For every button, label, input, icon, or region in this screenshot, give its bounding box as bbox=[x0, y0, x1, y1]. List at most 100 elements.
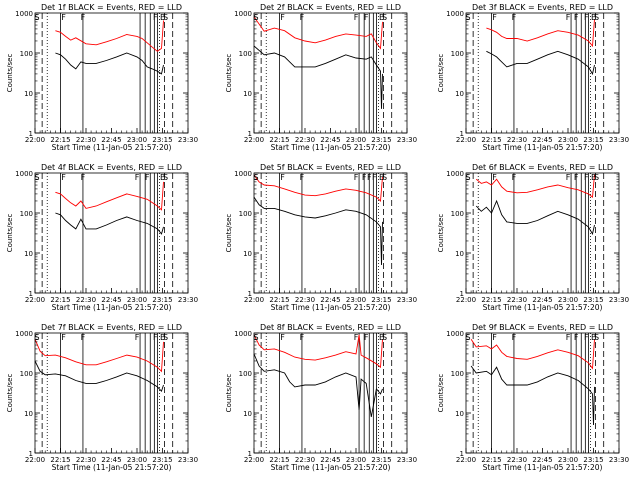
y-tick-label: 10 bbox=[455, 410, 464, 418]
flag-label: F bbox=[135, 333, 140, 342]
series-lld-line bbox=[253, 334, 383, 369]
x-tick-label: 22:15 bbox=[269, 296, 289, 304]
flag-label: S bbox=[466, 173, 471, 182]
flag-label: F bbox=[300, 333, 305, 342]
flag-label: F bbox=[364, 333, 369, 342]
x-tick-label: 22:15 bbox=[50, 136, 70, 144]
flag-label: F bbox=[574, 13, 579, 22]
series-events-line bbox=[470, 365, 595, 426]
x-tick-label: 23:15 bbox=[152, 456, 172, 464]
flag-label: S bbox=[466, 333, 471, 342]
x-tick-label: 22:45 bbox=[101, 136, 121, 144]
y-tick-label: 1 bbox=[248, 290, 252, 298]
x-axis-label: Start Time (11-Jan-05 21:57:20) bbox=[271, 463, 391, 472]
panel-title: Det 6f BLACK = Events, RED = LLD bbox=[472, 163, 613, 172]
y-tick-label: 100 bbox=[451, 210, 464, 218]
plot-frame bbox=[253, 332, 408, 454]
y-tick-label: 100 bbox=[239, 210, 252, 218]
x-tick-label: 23:30 bbox=[397, 456, 417, 464]
flag-label: E bbox=[591, 13, 596, 22]
y-tick-label: 10 bbox=[24, 250, 33, 258]
plot-frame bbox=[465, 12, 620, 134]
x-tick-label: 22:30 bbox=[76, 296, 96, 304]
flag-label: F bbox=[280, 173, 285, 182]
flag-label: F bbox=[81, 173, 86, 182]
x-tick-label: 22:15 bbox=[481, 456, 501, 464]
flag-label: F bbox=[372, 173, 377, 182]
flag-label: F bbox=[566, 333, 571, 342]
x-tick-label: 23:00 bbox=[346, 456, 366, 464]
flag-label: S bbox=[466, 13, 471, 22]
x-tick-label: 22:30 bbox=[76, 136, 96, 144]
y-tick-label: 10 bbox=[243, 250, 252, 258]
panel-title: Det 1f BLACK = Events, RED = LLD bbox=[41, 3, 182, 12]
flag-label: F bbox=[280, 13, 285, 22]
x-tick-label: 23:00 bbox=[558, 456, 578, 464]
plot-frame bbox=[465, 172, 620, 294]
x-tick-label: 23:15 bbox=[371, 136, 391, 144]
y-tick-label: 1000 bbox=[15, 170, 33, 178]
flag-label: S bbox=[163, 173, 168, 182]
x-tick-label: 22:30 bbox=[295, 456, 315, 464]
x-axis-label: Start Time (11-Jan-05 21:57:20) bbox=[483, 303, 603, 312]
x-tick-label: 23:30 bbox=[397, 136, 417, 144]
y-tick-label: 100 bbox=[20, 50, 33, 58]
x-tick-label: 22:15 bbox=[50, 296, 70, 304]
x-tick-label: 22:15 bbox=[269, 136, 289, 144]
flag-label: E bbox=[160, 173, 165, 182]
y-tick-label: 100 bbox=[20, 370, 33, 378]
x-axis-label: Start Time (11-Jan-05 21:57:20) bbox=[52, 463, 172, 472]
x-tick-label: 22:15 bbox=[481, 136, 501, 144]
series-lld-line bbox=[55, 20, 164, 52]
flag-label: F bbox=[354, 13, 359, 22]
flag-label: F bbox=[81, 333, 86, 342]
x-tick-label: 23:30 bbox=[397, 296, 417, 304]
flag-label: F bbox=[81, 13, 86, 22]
flag-label: S bbox=[594, 13, 599, 22]
flag-label: E bbox=[160, 333, 165, 342]
y-tick-label: 10 bbox=[243, 90, 252, 98]
x-tick-label: 23:15 bbox=[371, 296, 391, 304]
flag-label: F bbox=[574, 173, 579, 182]
series-events-line bbox=[486, 50, 595, 76]
plot-frame bbox=[34, 12, 189, 134]
flag-label: S bbox=[254, 173, 259, 182]
x-tick-label: 22:15 bbox=[50, 456, 70, 464]
plot-frame bbox=[253, 172, 408, 294]
flag-label: F bbox=[354, 173, 359, 182]
y-tick-label: 1 bbox=[248, 130, 252, 138]
flag-label: F bbox=[492, 173, 497, 182]
x-tick-label: 22:00 bbox=[25, 296, 45, 304]
y-tick-label: 10 bbox=[24, 90, 33, 98]
x-axis-label: Start Time (11-Jan-05 21:57:20) bbox=[483, 463, 603, 472]
flag-label: E bbox=[160, 13, 165, 22]
y-tick-label: 10 bbox=[24, 410, 33, 418]
x-tick-label: 22:15 bbox=[269, 456, 289, 464]
x-tick-label: 22:15 bbox=[481, 296, 501, 304]
series-events-line bbox=[253, 196, 383, 266]
flag-label: S bbox=[35, 333, 40, 342]
x-tick-label: 22:30 bbox=[507, 456, 527, 464]
series-lld-line bbox=[486, 19, 595, 48]
x-tick-label: 22:00 bbox=[456, 136, 476, 144]
flag-label: E bbox=[379, 333, 384, 342]
flag-label: F bbox=[61, 333, 66, 342]
x-tick-label: 22:45 bbox=[532, 296, 552, 304]
flag-label: F bbox=[367, 173, 372, 182]
x-tick-label: 23:15 bbox=[583, 296, 603, 304]
y-axis-label: Counts/sec bbox=[6, 214, 14, 253]
flag-label: F bbox=[300, 13, 305, 22]
flag-label: S bbox=[382, 333, 387, 342]
y-axis-label: Counts/sec bbox=[225, 374, 233, 413]
x-tick-label: 23:00 bbox=[558, 136, 578, 144]
flag-label: S bbox=[163, 13, 168, 22]
y-tick-label: 1000 bbox=[446, 10, 464, 18]
series-lld-line bbox=[253, 16, 383, 50]
series-events-line bbox=[55, 212, 164, 235]
flag-label: F bbox=[61, 173, 66, 182]
y-tick-label: 10 bbox=[455, 90, 464, 98]
panel-title: Det 2f BLACK = Events, RED = LLD bbox=[260, 3, 401, 12]
